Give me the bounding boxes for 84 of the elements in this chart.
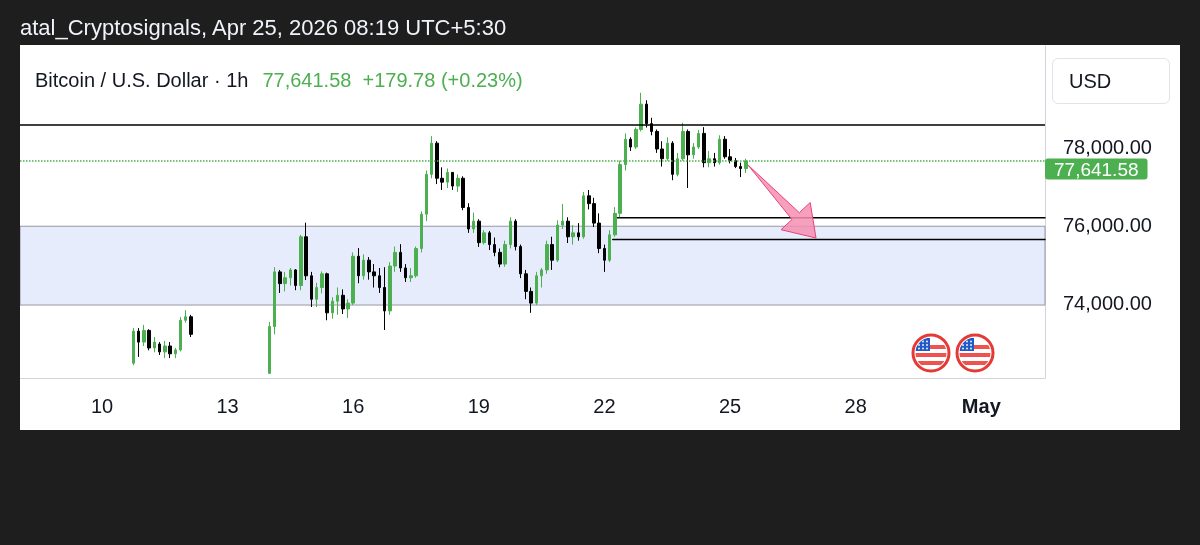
- candlestick: [383, 266, 386, 331]
- candlestick: [540, 267, 543, 288]
- candlestick: [550, 236, 554, 271]
- candlestick: [561, 203, 564, 230]
- candlestick: [739, 162, 742, 178]
- candlestick: [629, 136, 632, 152]
- ref-line-label: 77,641.58: [1054, 158, 1139, 180]
- candlestick: [503, 240, 507, 268]
- candlestick: [566, 216, 570, 244]
- candlestick: [289, 267, 292, 287]
- candlestick: [509, 216, 512, 249]
- candlestick: [697, 129, 700, 150]
- candlestick: [331, 296, 334, 320]
- x-tick-label: 19: [467, 395, 490, 417]
- x-tick-label: 13: [216, 395, 239, 417]
- x-tick-label: 16: [342, 395, 365, 417]
- candlestick: [268, 321, 271, 375]
- candlestick: [603, 244, 606, 273]
- candlestick: [179, 316, 182, 352]
- candlestick: [278, 269, 282, 294]
- candlestick: [577, 222, 580, 242]
- candlestick: [404, 263, 407, 283]
- candlestick: [671, 140, 674, 181]
- candlestick: [336, 286, 339, 316]
- x-tick-label: 10: [90, 395, 114, 417]
- candlestick: [519, 244, 522, 279]
- candlestick: [310, 271, 313, 308]
- candlestick: [320, 270, 324, 294]
- candlestick: [325, 272, 329, 321]
- candlestick: [467, 202, 470, 234]
- candlestick: [163, 340, 167, 359]
- candlestick: [686, 128, 690, 189]
- candlestick: [168, 341, 172, 359]
- candlestick: [545, 240, 549, 275]
- candlestick: [488, 230, 491, 251]
- candlestick: [357, 247, 360, 284]
- candlestick: [283, 271, 287, 292]
- candlestick: [132, 327, 135, 366]
- candlestick: [341, 288, 345, 315]
- candlestick: [477, 218, 481, 248]
- candlestick: [158, 341, 161, 356]
- candlestick: [461, 175, 465, 211]
- candlestick: [420, 210, 423, 253]
- candlestick: [582, 191, 585, 240]
- candlestick: [273, 266, 276, 335]
- candlestick: [535, 271, 538, 306]
- y-tick-label: 78,000.00: [1063, 136, 1152, 159]
- x-tick-label: 28: [844, 395, 867, 417]
- x-tick-label: May: [961, 395, 1002, 417]
- candlestick: [571, 224, 575, 246]
- y-axis-title: USD: [1052, 58, 1170, 104]
- candlestick: [482, 229, 486, 246]
- x-tick-label: 22: [593, 395, 616, 417]
- candlestick: [189, 314, 193, 338]
- candlestick: [446, 168, 449, 189]
- candlestick: [315, 282, 318, 308]
- y-tick-label: 74,000.00: [1063, 292, 1152, 315]
- candlestick: [299, 234, 303, 291]
- candlestick: [137, 327, 140, 358]
- candlestick: [174, 347, 177, 359]
- candlestick: [493, 237, 496, 257]
- candlestick: [147, 328, 151, 351]
- candlestick: [153, 336, 156, 353]
- candlestick: [399, 243, 402, 273]
- candlestick: [498, 247, 502, 268]
- candlestick: [451, 171, 454, 191]
- candlestick: [425, 169, 428, 222]
- candlestick: [514, 218, 517, 251]
- candlestick: [362, 253, 365, 281]
- candlestick: [608, 229, 611, 263]
- candlestick: [294, 268, 297, 291]
- text: atal_Cryptosignals, Apr 25, 2026 08:19 UTC+5:30: [20, 15, 507, 41]
- y-tick-label: 76,000.00: [1063, 214, 1152, 237]
- candlestick: [472, 212, 475, 234]
- annotation: 77,641.58 +179.78 (+0.23%): [262, 69, 523, 91]
- candlestick: [304, 222, 308, 281]
- candlestick: [184, 309, 187, 324]
- candlestick: [456, 173, 460, 193]
- candlestick: [734, 157, 737, 169]
- candlestick: [378, 267, 381, 294]
- candlestick: [556, 219, 559, 263]
- candlestick: [142, 324, 146, 347]
- text: Bitcoin / U.S. Dollar · 1h: [35, 69, 249, 91]
- x-tick-label: 25: [718, 395, 742, 417]
